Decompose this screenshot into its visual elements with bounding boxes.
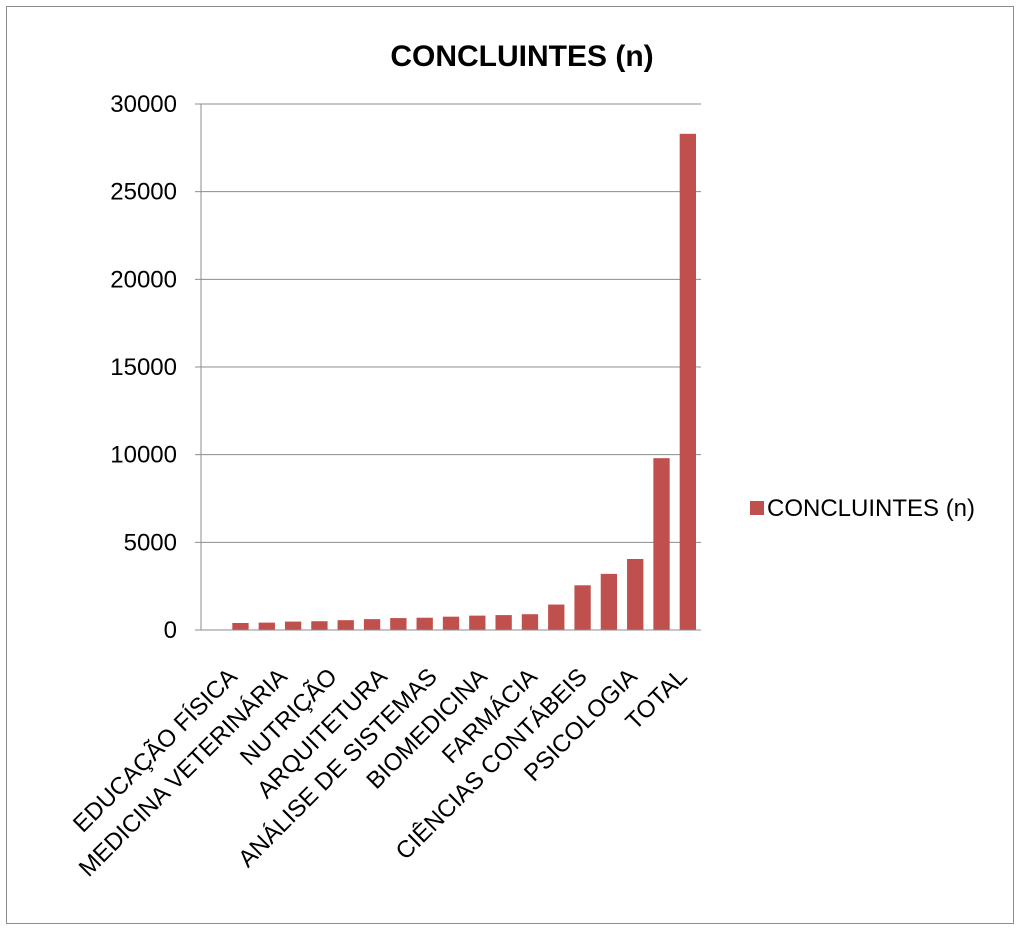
bar xyxy=(258,622,275,630)
bar xyxy=(521,614,539,630)
legend: CONCLUINTES (n) xyxy=(750,495,975,522)
bar xyxy=(600,573,618,630)
y-axis-ticks: 0 5000 10000 15000 20000 25000 30000 xyxy=(110,91,201,644)
bar xyxy=(442,616,460,630)
y-tick-label: 30000 xyxy=(110,91,177,118)
chart-frame xyxy=(6,6,1014,924)
y-tick-label: 10000 xyxy=(110,442,177,469)
y-tick-label: 20000 xyxy=(110,266,177,293)
bar xyxy=(284,621,302,630)
bar xyxy=(232,622,249,630)
bar xyxy=(653,458,670,630)
bar xyxy=(679,133,696,630)
bar xyxy=(390,618,407,630)
bar xyxy=(627,558,644,630)
legend-swatch xyxy=(750,501,764,515)
bar xyxy=(548,604,565,630)
bar xyxy=(495,615,512,630)
legend-label: CONCLUINTES (n) xyxy=(767,495,975,522)
y-tick-label: 5000 xyxy=(124,529,177,556)
y-tick-label: 0 xyxy=(164,617,177,644)
bar xyxy=(363,619,381,630)
y-tick-label: 25000 xyxy=(110,179,177,206)
bar xyxy=(416,617,433,630)
chart-title: CONCLUINTES (n) xyxy=(390,40,653,73)
bar xyxy=(337,620,354,630)
bar xyxy=(469,615,486,630)
axes xyxy=(200,104,701,631)
bar xyxy=(311,621,328,630)
y-tick-label: 15000 xyxy=(110,354,177,381)
bar xyxy=(574,585,591,630)
bars xyxy=(232,133,696,630)
gridlines xyxy=(201,103,701,543)
